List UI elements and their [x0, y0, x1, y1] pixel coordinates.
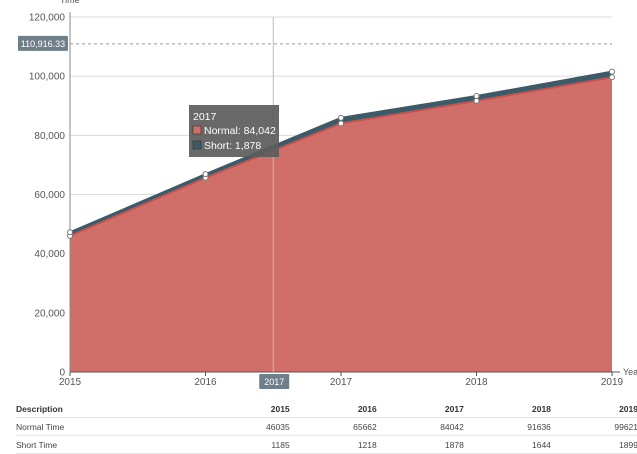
- data-point-normal: [473, 97, 480, 104]
- table-header-cell: Description: [16, 400, 203, 418]
- x-tick-label: 2016: [194, 377, 217, 388]
- x-tick-label: 2018: [465, 377, 488, 388]
- x-tick-label: 2019: [601, 377, 624, 388]
- table-cell: 46035: [202, 417, 290, 436]
- area-normal: [70, 77, 612, 372]
- tooltip-swatch-normal: [192, 125, 202, 135]
- data-point-short: [609, 68, 615, 75]
- table-cell: 1878: [376, 435, 464, 454]
- data-point-normal: [338, 120, 344, 127]
- x-axis-title: Year: [623, 367, 637, 377]
- y-tick-label: 0: [59, 368, 65, 379]
- table-cell: 1899: [550, 435, 637, 454]
- crosshair-y-label: 110,916.33: [21, 39, 65, 49]
- table-cell: 1218: [289, 435, 377, 454]
- crosshair-x-box: [259, 374, 290, 389]
- data-points: [67, 68, 615, 239]
- tooltip-swatch-short: [192, 140, 202, 150]
- table-cell: 65662: [289, 417, 377, 436]
- table-header-cell: 2018: [463, 400, 551, 418]
- y-tick-label: 60,000: [34, 190, 65, 201]
- tooltip-line: Short: 1,878: [204, 140, 261, 152]
- y-tick-label: 80,000: [34, 131, 65, 142]
- y-tick-label: 120,000: [29, 13, 66, 24]
- table-header-cell: 2019: [550, 400, 637, 418]
- data-point-normal: [609, 74, 615, 81]
- table-header-cell: 2015: [202, 400, 290, 418]
- data-point-short: [338, 114, 344, 121]
- table-header-cell: 2017: [376, 400, 464, 418]
- table-row: Short Time 1185 1218 1878 1644 1899: [16, 435, 637, 454]
- data-point-short: [67, 229, 73, 236]
- tooltip-line: Normal: 84,042: [204, 125, 276, 137]
- stacked-area-chart: 0 20,000 40,000 60,000 80,000 100,000 120,000 2…: [18, 0, 637, 389]
- table-body: Normal Time 46035 65662 84042 91636 99621 Shor…: [16, 417, 637, 454]
- y-tick-label: 20,000: [34, 308, 65, 319]
- y-axis-title: Time: [60, 0, 80, 5]
- data-table: Description 2015 2016 2017 2018 2019 Normal T…: [16, 400, 637, 454]
- table-cell: 99621: [550, 417, 637, 436]
- data-point-short: [473, 93, 480, 100]
- table-cell: 91636: [463, 417, 551, 436]
- y-tick-label: 100,000: [29, 72, 66, 83]
- x-tick-label: 2015: [59, 377, 82, 388]
- tooltip-title: 2017: [193, 111, 217, 123]
- crosshair: 110,916.33 2017: [18, 17, 612, 389]
- crosshair-y-box: [18, 35, 68, 51]
- y-tick-label: 40,000: [34, 249, 65, 260]
- table-cell: Short Time: [16, 435, 203, 454]
- table-cell: 84042: [376, 417, 464, 436]
- x-tick-label: 2017: [330, 377, 353, 388]
- axes: 0 20,000 40,000 60,000 80,000 100,000 120,000 2…: [29, 0, 637, 388]
- data-point-short: [202, 171, 209, 178]
- table-cell: 1644: [463, 435, 551, 454]
- table-cell: 1185: [202, 435, 290, 454]
- table-header-cell: 2016: [289, 400, 377, 418]
- crosshair-x-label: 2017: [264, 377, 284, 387]
- table-row: Normal Time 46035 65662 84042 91636 99621: [16, 417, 637, 436]
- table-cell: Normal Time: [16, 417, 203, 436]
- tooltip: 2017 Normal: 84,042 Short: 1,878: [189, 105, 279, 157]
- table-header-row: Description 2015 2016 2017 2018 2019: [16, 400, 637, 418]
- tooltip-box: [189, 105, 279, 157]
